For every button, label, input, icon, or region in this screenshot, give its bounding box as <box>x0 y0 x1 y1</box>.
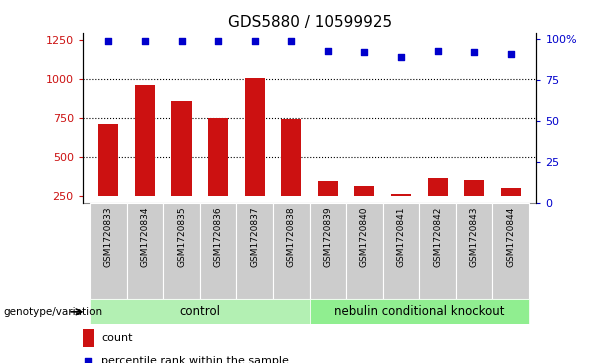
Text: GSM1720840: GSM1720840 <box>360 206 369 267</box>
Text: GSM1720835: GSM1720835 <box>177 206 186 267</box>
Bar <box>492 203 529 299</box>
Bar <box>281 119 302 196</box>
Bar <box>354 186 375 196</box>
Bar <box>83 329 94 347</box>
Bar <box>427 179 447 196</box>
Text: genotype/variation: genotype/variation <box>3 307 102 317</box>
Bar <box>391 194 411 196</box>
Point <box>249 38 259 44</box>
Bar <box>200 203 237 299</box>
Point <box>177 38 186 44</box>
Bar <box>135 85 155 196</box>
Text: GSM1720837: GSM1720837 <box>250 206 259 267</box>
Bar <box>273 203 310 299</box>
Point <box>104 38 113 44</box>
Bar <box>456 203 492 299</box>
Point <box>83 359 93 363</box>
Text: control: control <box>180 305 220 318</box>
Point <box>506 51 516 57</box>
Bar <box>163 203 200 299</box>
Bar <box>90 299 310 324</box>
Bar <box>310 299 529 324</box>
Bar <box>208 118 228 196</box>
Text: GSM1720834: GSM1720834 <box>140 206 150 267</box>
Text: GSM1720839: GSM1720839 <box>323 206 332 267</box>
Bar <box>501 188 521 196</box>
Title: GDS5880 / 10599925: GDS5880 / 10599925 <box>227 15 392 30</box>
Text: GSM1720836: GSM1720836 <box>213 206 223 267</box>
Point <box>286 38 296 44</box>
Bar <box>90 203 127 299</box>
Point <box>433 48 443 54</box>
Bar <box>172 101 192 196</box>
Bar <box>318 181 338 196</box>
Bar <box>98 124 118 196</box>
Bar <box>346 203 383 299</box>
Bar <box>383 203 419 299</box>
Text: percentile rank within the sample: percentile rank within the sample <box>101 356 289 363</box>
Text: GSM1720842: GSM1720842 <box>433 206 442 266</box>
Bar <box>245 78 265 196</box>
Text: GSM1720841: GSM1720841 <box>397 206 406 267</box>
Text: GSM1720833: GSM1720833 <box>104 206 113 267</box>
Bar <box>237 203 273 299</box>
Text: GSM1720843: GSM1720843 <box>470 206 479 267</box>
Point <box>140 38 150 44</box>
Text: count: count <box>101 333 132 343</box>
Text: nebulin conditional knockout: nebulin conditional knockout <box>334 305 504 318</box>
Point <box>323 48 333 54</box>
Text: GSM1720844: GSM1720844 <box>506 206 516 266</box>
Text: GSM1720838: GSM1720838 <box>287 206 296 267</box>
Bar <box>310 203 346 299</box>
Bar <box>419 203 456 299</box>
Point <box>360 49 370 55</box>
Point <box>470 49 479 55</box>
Bar <box>127 203 163 299</box>
Bar <box>464 180 484 196</box>
Point <box>396 54 406 60</box>
Point <box>213 38 223 44</box>
